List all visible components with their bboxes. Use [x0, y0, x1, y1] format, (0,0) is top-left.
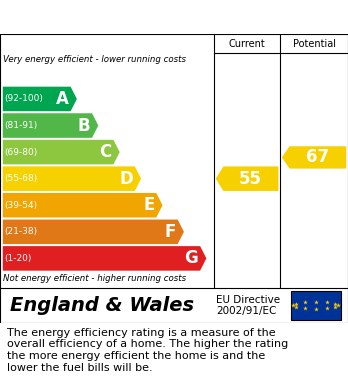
Polygon shape [3, 113, 98, 138]
Text: Not energy efficient - higher running costs: Not energy efficient - higher running co… [3, 274, 187, 283]
Text: B: B [78, 117, 90, 135]
Text: 67: 67 [306, 149, 329, 167]
Text: E: E [143, 196, 155, 214]
Polygon shape [3, 193, 163, 217]
Text: (69-80): (69-80) [5, 147, 38, 157]
Text: Very energy efficient - lower running costs: Very energy efficient - lower running co… [3, 55, 187, 64]
Polygon shape [3, 140, 120, 164]
Text: Potential: Potential [293, 39, 335, 48]
Polygon shape [3, 167, 141, 191]
Text: (92-100): (92-100) [5, 95, 44, 104]
Text: G: G [185, 249, 198, 267]
Polygon shape [3, 87, 77, 111]
Text: A: A [56, 90, 69, 108]
Text: Energy Efficiency Rating: Energy Efficiency Rating [10, 10, 220, 25]
Text: EU Directive: EU Directive [216, 295, 280, 305]
Text: D: D [119, 170, 133, 188]
Text: The energy efficiency rating is a measure of the
overall efficiency of a home. T: The energy efficiency rating is a measur… [7, 328, 288, 373]
Text: 55: 55 [239, 170, 262, 188]
Text: (39-54): (39-54) [5, 201, 38, 210]
Text: 2002/91/EC: 2002/91/EC [216, 305, 276, 316]
Text: C: C [100, 143, 112, 161]
Text: (21-38): (21-38) [5, 227, 38, 236]
Text: (1-20): (1-20) [5, 254, 32, 263]
Bar [291, 291, 341, 320]
Polygon shape [216, 167, 278, 191]
Polygon shape [3, 246, 206, 271]
Polygon shape [282, 146, 346, 169]
Text: (55-68): (55-68) [5, 174, 38, 183]
Text: Current: Current [229, 39, 266, 48]
Polygon shape [3, 219, 184, 244]
Text: England & Wales: England & Wales [10, 296, 195, 315]
Text: F: F [165, 223, 176, 241]
Text: (81-91): (81-91) [5, 121, 38, 130]
